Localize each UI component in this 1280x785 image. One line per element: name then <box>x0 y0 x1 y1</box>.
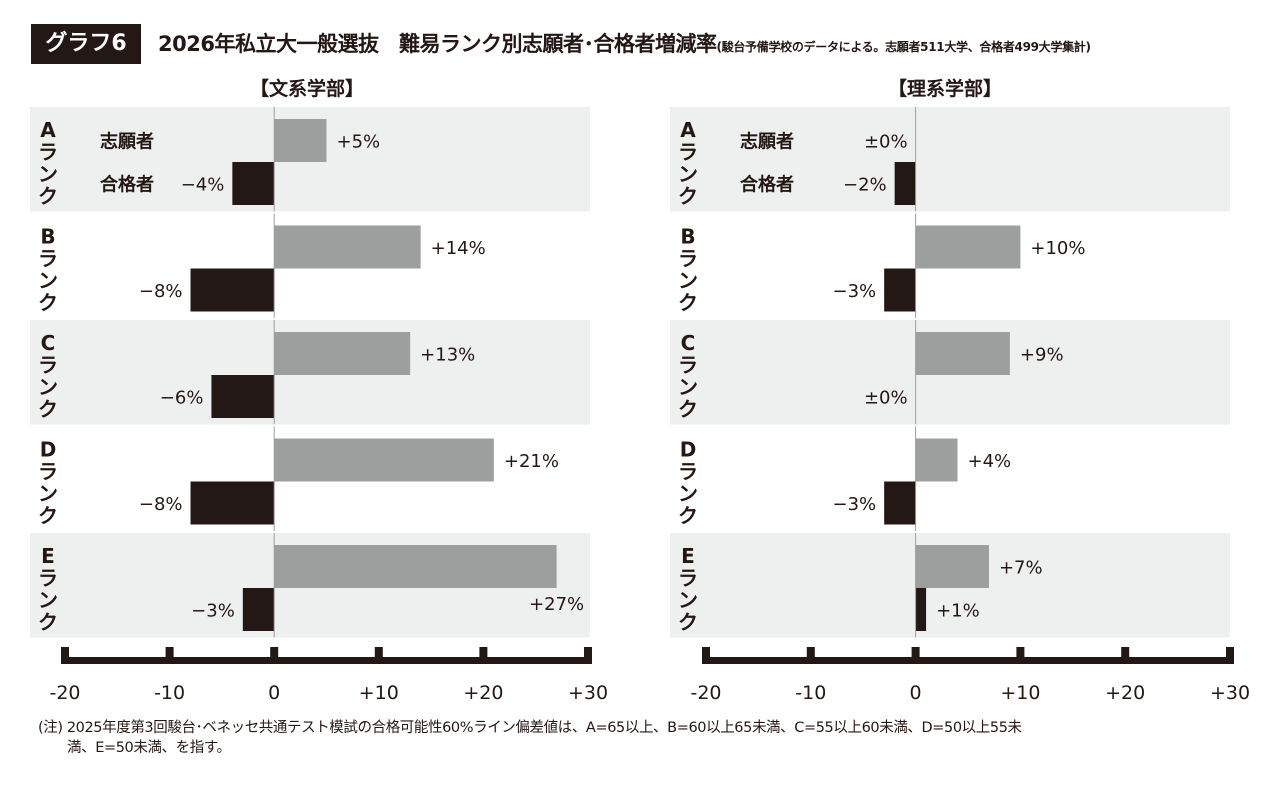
x-tick-label: 0 <box>268 682 280 704</box>
x-axis-tick <box>1226 647 1234 664</box>
value-label: −2% <box>843 175 887 196</box>
graph-number-badge: グラフ6 <box>31 24 141 64</box>
x-tick-label: 0 <box>910 682 922 704</box>
chart-title: 2026年私立大一般選抜 難易ランク別志願者･合格者増減率(駿台予備学校のデータ… <box>158 24 1091 64</box>
value-label: +7% <box>999 558 1043 579</box>
applicants-bar <box>274 119 327 162</box>
row-background <box>670 107 1230 212</box>
applicants-bar <box>274 545 557 588</box>
value-label: +10% <box>1030 238 1085 259</box>
category-label: B ランク <box>678 225 698 315</box>
panel-title-sciences: 【理系学部】 <box>888 78 1003 100</box>
value-label: +5% <box>337 132 381 153</box>
value-label: −3% <box>191 601 235 622</box>
accepted-bar <box>211 375 275 418</box>
applicants-bar <box>915 332 1010 375</box>
panel-title-humanities: 【文系学部】 <box>250 78 365 100</box>
accepted-bar <box>190 268 275 312</box>
x-tick-label: +20 <box>1105 682 1145 704</box>
applicants-bar <box>915 225 1021 269</box>
category-label: E ランク <box>678 544 698 634</box>
x-axis-tick <box>165 647 174 664</box>
applicants-bar <box>274 438 494 482</box>
category-label: C ランク <box>38 331 58 421</box>
value-label: −6% <box>160 388 204 409</box>
series-row-label: 志願者 <box>740 131 794 153</box>
x-tick-label: +10 <box>1000 682 1040 704</box>
x-axis-line <box>65 657 588 664</box>
value-label: −8% <box>139 494 183 515</box>
accepted-bar <box>190 481 275 525</box>
value-label: ±0% <box>864 132 908 153</box>
value-label: +9% <box>1020 345 1064 366</box>
x-axis-tick <box>61 647 69 664</box>
x-axis-tick <box>374 647 383 664</box>
x-axis-tick <box>270 647 279 664</box>
value-label: −3% <box>833 494 877 515</box>
value-label: +27% <box>529 594 584 615</box>
footnote: (注) 2025年度第3回駿台･ベネッセ共通テスト模試の合格可能性60%ライン偏… <box>38 718 1263 758</box>
category-label: D ランク <box>38 438 58 528</box>
x-tick-label: +30 <box>1210 682 1250 704</box>
applicants-bar <box>915 545 989 588</box>
x-axis-tick <box>1016 647 1025 664</box>
x-tick-label: +30 <box>568 682 608 704</box>
footnote-line-2: 満、E=50未満、を指す。 <box>67 740 231 756</box>
accepted-bar <box>894 162 916 205</box>
value-label: ±0% <box>864 388 908 409</box>
value-label: +4% <box>968 451 1012 472</box>
x-tick-label: +10 <box>359 682 399 704</box>
footnote-line-1: (注) 2025年度第3回駿台･ベネッセ共通テスト模試の合格可能性60%ライン偏… <box>38 720 1022 736</box>
x-tick-label: -10 <box>795 682 826 704</box>
accepted-bar <box>884 268 916 312</box>
x-axis-tick <box>702 647 710 664</box>
value-label: +14% <box>431 238 486 259</box>
category-label: B ランク <box>38 225 58 315</box>
x-tick-label: -20 <box>49 682 80 704</box>
x-axis-tick <box>479 647 488 664</box>
value-label: −4% <box>181 175 225 196</box>
accepted-bar <box>242 588 275 631</box>
applicants-bar <box>915 438 958 482</box>
chart-subtitle: (駿台予備学校のデータによる。志願者511大学、合格者499大学集計) <box>716 40 1091 54</box>
x-axis-tick <box>911 647 920 664</box>
series-row-label: 合格者 <box>740 174 794 196</box>
applicants-bar <box>274 332 411 375</box>
applicants-bar <box>274 225 421 269</box>
category-label: C ランク <box>678 331 698 421</box>
series-row-label: 合格者 <box>100 174 154 196</box>
category-label: A ランク <box>38 118 58 208</box>
value-label: −3% <box>833 281 877 302</box>
value-label: +13% <box>420 345 475 366</box>
x-axis-tick <box>584 647 592 664</box>
x-axis-line <box>706 657 1230 664</box>
x-tick-label: +20 <box>463 682 503 704</box>
header: グラフ6 2026年私立大一般選抜 難易ランク別志願者･合格者増減率(駿台予備学… <box>31 24 1271 64</box>
category-label: E ランク <box>38 544 58 634</box>
accepted-bar <box>232 162 275 205</box>
series-row-label: 志願者 <box>100 131 154 153</box>
chart-title-main: 2026年私立大一般選抜 難易ランク別志願者･合格者増減率 <box>158 32 717 56</box>
accepted-bar <box>915 588 927 631</box>
value-label: −8% <box>139 281 183 302</box>
category-label: D ランク <box>678 438 698 528</box>
x-axis-tick <box>806 647 815 664</box>
x-tick-label: -20 <box>690 682 721 704</box>
x-axis-tick <box>1121 647 1130 664</box>
category-label: A ランク <box>678 118 698 208</box>
x-tick-label: -10 <box>154 682 185 704</box>
value-label: +21% <box>504 451 559 472</box>
accepted-bar <box>884 481 916 525</box>
value-label: +1% <box>936 601 980 622</box>
